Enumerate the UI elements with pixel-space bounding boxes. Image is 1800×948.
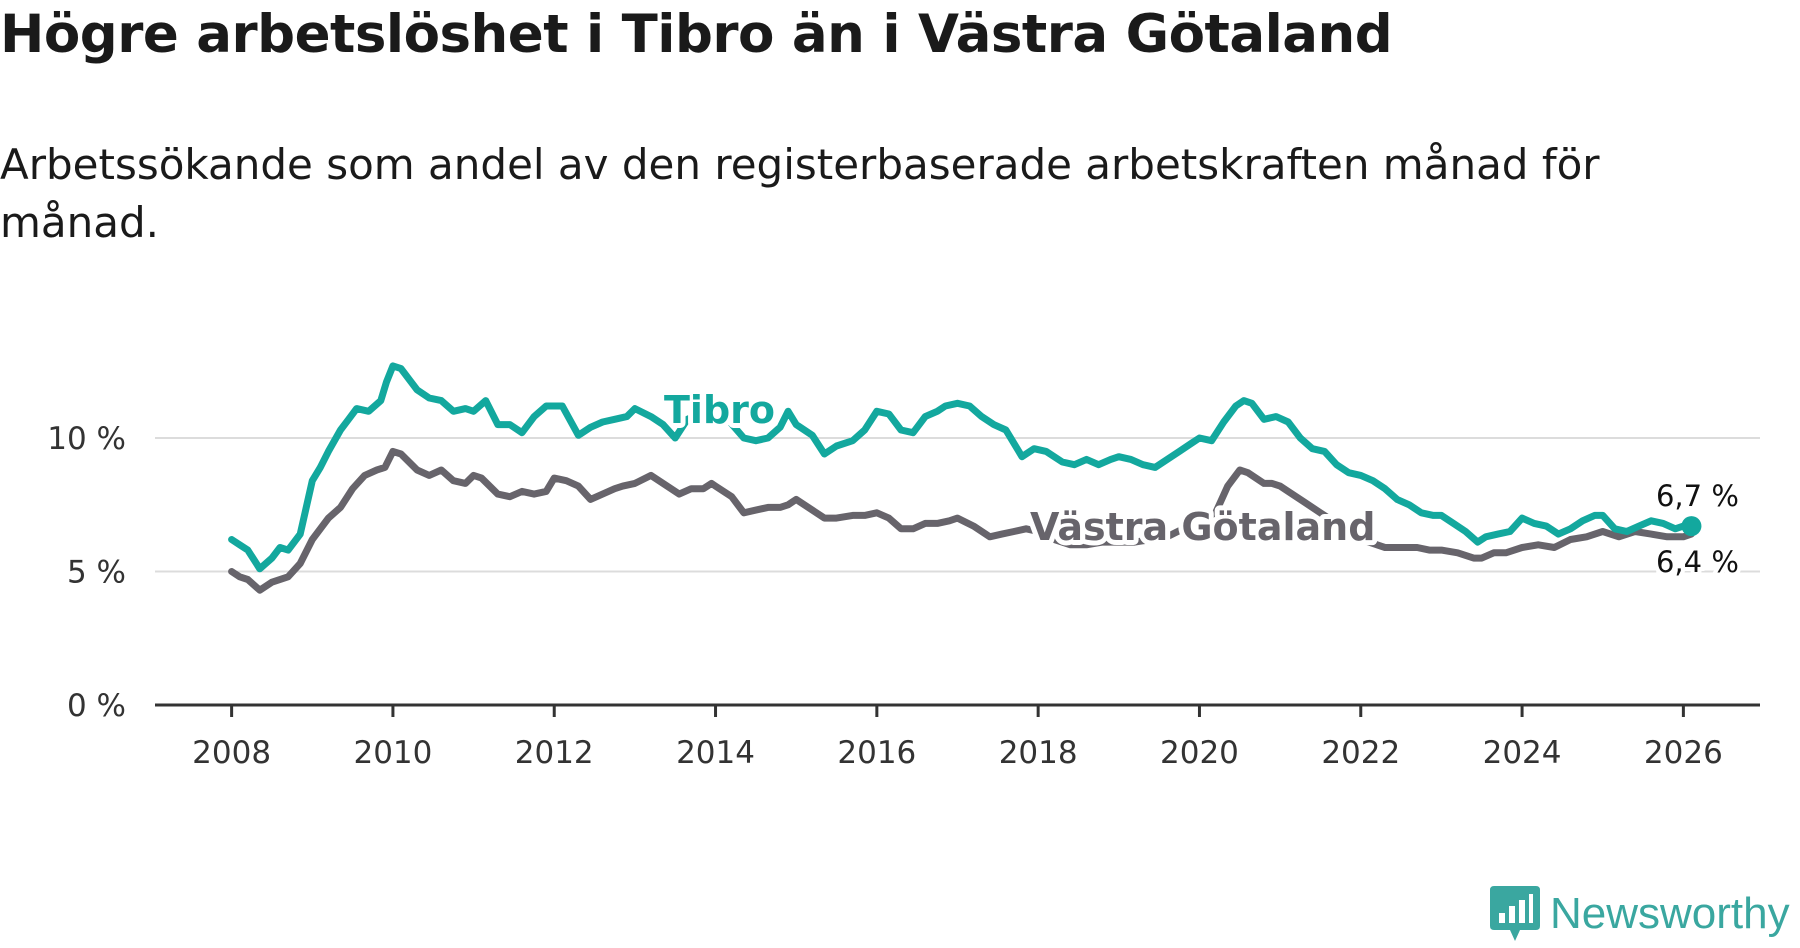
grid-lines <box>155 437 1760 573</box>
x-tick-label: 2008 <box>192 735 271 771</box>
brand-logo[interactable]: Newsworthy <box>1490 886 1790 942</box>
tibro-series-label: Tibro <box>664 388 775 432</box>
chart-subtitle: Arbetssökande som andel av den registerb… <box>0 140 1600 247</box>
vastra-gotaland-line <box>228 447 1695 594</box>
vastra-gotaland-end-label: 6,4 % <box>1656 545 1739 579</box>
tibro-line <box>228 362 1695 573</box>
x-tick-labels: 2008 2010 2012 2014 2016 2018 2020 2022 2024 2026 <box>192 735 1723 771</box>
y-tick-labels: 0 % 5 % 10 % <box>47 421 126 724</box>
newsworthy-logo-icon <box>1490 886 1540 941</box>
brand-name: Newsworthy <box>1550 889 1790 938</box>
tibro-end-marker <box>1681 516 1702 537</box>
x-tick-label: 2010 <box>353 735 432 771</box>
vastra-gotaland-series-label: Västra Götaland <box>1030 505 1375 549</box>
tibro-end-label: 6,7 % <box>1656 479 1739 513</box>
x-tick-label: 2020 <box>1160 735 1239 771</box>
series-labels: Tibro Västra Götaland 6,7 % 6,4 % <box>659 383 1743 583</box>
chart-title: Högre arbetslöshet i Tibro än i Västra G… <box>0 4 1393 65</box>
x-tick-label: 2016 <box>837 735 916 771</box>
x-tick-label: 2026 <box>1644 735 1723 771</box>
y-tick-label: 5 % <box>67 555 126 591</box>
y-tick-label: 10 % <box>47 421 126 457</box>
series-lines <box>228 362 1702 594</box>
x-tick-label: 2022 <box>1321 735 1400 771</box>
x-tick-label: 2014 <box>676 735 755 771</box>
y-tick-label: 0 % <box>67 688 126 724</box>
x-tick-label: 2024 <box>1483 735 1562 771</box>
x-tick-label: 2018 <box>999 735 1078 771</box>
x-axis <box>155 703 1760 717</box>
x-tick-label: 2012 <box>515 735 594 771</box>
